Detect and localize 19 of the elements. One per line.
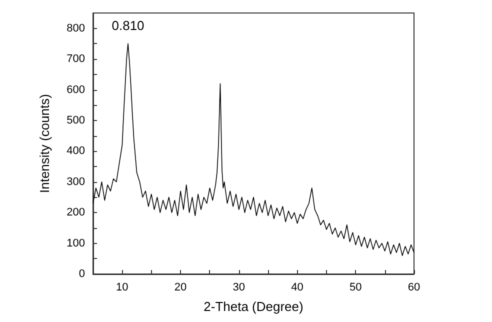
y-tick-label: 300 bbox=[66, 176, 85, 188]
x-tick-label: 40 bbox=[291, 282, 304, 294]
x-axis-title: 2-Theta (Degree) bbox=[204, 299, 304, 314]
y-tick-label: 200 bbox=[66, 206, 85, 219]
y-axis-title: Intensity (counts) bbox=[37, 94, 52, 193]
annotation: 0.810 bbox=[112, 18, 144, 34]
x-tick-label: 60 bbox=[408, 282, 420, 294]
x-tick-label: 10 bbox=[116, 282, 128, 294]
y-tick-label: 400 bbox=[66, 145, 85, 158]
x-tick-label: 30 bbox=[232, 282, 246, 294]
y-tick-label: 800 bbox=[66, 22, 85, 34]
y-tick-label: 700 bbox=[66, 53, 85, 66]
y-tick-label: 0 bbox=[78, 268, 85, 280]
x-tick-label: 20 bbox=[174, 282, 187, 294]
x-tick-label: 50 bbox=[350, 282, 362, 294]
line-series bbox=[92, 43, 414, 256]
y-tick-label: 600 bbox=[66, 84, 85, 96]
y-tick-label: 500 bbox=[66, 114, 85, 126]
y-tick-label: 100 bbox=[66, 237, 85, 250]
